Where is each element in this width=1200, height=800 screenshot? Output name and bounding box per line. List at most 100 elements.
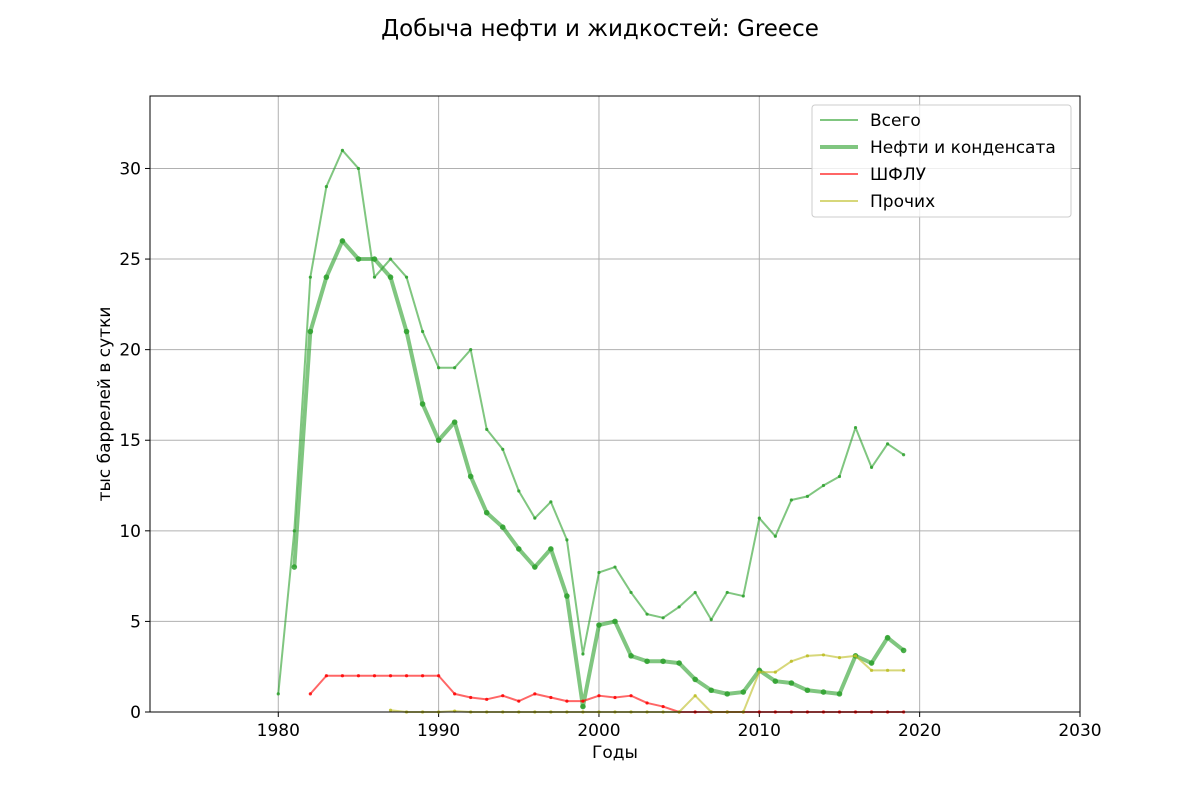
x-tick-label: 1990 xyxy=(417,721,460,741)
series-3-point xyxy=(549,695,553,700)
series-3-point xyxy=(597,694,601,698)
series-2-point xyxy=(435,437,442,444)
series-2-point xyxy=(676,660,682,666)
series-3-line xyxy=(309,674,904,713)
series-1-point xyxy=(533,516,537,520)
series-3-point xyxy=(645,701,649,705)
series-4-point xyxy=(805,654,810,658)
series-1-point xyxy=(853,425,858,430)
series-2-point xyxy=(900,647,907,654)
y-tick-label: 25 xyxy=(119,250,141,270)
series-1-point xyxy=(805,494,810,498)
series-1-point xyxy=(340,148,345,152)
series-1-point xyxy=(677,605,681,609)
series-1-point xyxy=(629,590,633,595)
series-2-point xyxy=(532,564,538,570)
series-1-point xyxy=(549,500,553,504)
series-1-point xyxy=(869,465,874,470)
y-axis-ticks: 0 5 10 15 20 25 30 xyxy=(119,159,150,723)
series-3-point xyxy=(613,695,617,700)
series-3-point xyxy=(661,704,665,709)
series-2-point xyxy=(612,618,618,625)
y-axis-label: тыс баррелей в сутки xyxy=(95,307,115,502)
series-2-point xyxy=(884,634,891,641)
series-3-point xyxy=(629,694,633,698)
series-2-point xyxy=(515,546,522,552)
series-2-point xyxy=(692,676,698,683)
series-2-point xyxy=(403,328,410,335)
series-3-point xyxy=(565,699,569,703)
series-4-point xyxy=(821,653,826,657)
series-1-point xyxy=(356,166,361,171)
series-2-point xyxy=(660,658,666,665)
series-3-point xyxy=(388,674,393,678)
series-4-point xyxy=(773,670,777,674)
series-2-point xyxy=(371,256,378,262)
y-tick-label: 5 xyxy=(130,612,141,632)
y-tick-label: 30 xyxy=(119,159,141,179)
series-2-point xyxy=(419,401,426,407)
series-1-point xyxy=(453,366,457,370)
series-1-point xyxy=(324,184,328,189)
series-1-point xyxy=(565,538,569,542)
series-1-point xyxy=(404,275,409,279)
series-1-point xyxy=(645,612,649,616)
series-4-point xyxy=(757,670,761,674)
chart-title: Добыча нефти и жидкостей: Greece xyxy=(381,16,819,42)
series-1-point xyxy=(276,692,280,696)
legend-label-series-1: Всего xyxy=(870,111,921,131)
series-3-point xyxy=(340,674,345,678)
series-4-point xyxy=(837,656,842,660)
series-3-point xyxy=(533,692,537,696)
series-3-point xyxy=(485,697,489,701)
series-2-point xyxy=(836,691,843,697)
series-2-point xyxy=(596,622,602,628)
legend: Всего Нефти и конденсата ШФЛУ Прочих xyxy=(811,104,1072,218)
series-3-point xyxy=(501,694,505,698)
legend-label-series-2: Нефти и конденсата xyxy=(870,138,1056,158)
series-1-point xyxy=(741,594,745,598)
series-1-point xyxy=(837,474,842,479)
series-group xyxy=(276,148,907,714)
series-1-point xyxy=(308,275,312,279)
series-1-point xyxy=(613,565,617,569)
series-2-point xyxy=(724,691,731,697)
series-2-point xyxy=(291,564,298,570)
series-1-point xyxy=(501,447,505,451)
series-2-point xyxy=(467,473,474,480)
x-tick-label: 2000 xyxy=(577,721,620,741)
series-2-point xyxy=(868,660,875,666)
series-3-point xyxy=(372,674,377,678)
series-3-point xyxy=(581,699,585,703)
series-1-point xyxy=(469,348,473,352)
x-axis-label: Годы xyxy=(592,743,638,763)
series-4-point xyxy=(853,654,858,658)
series-1-point xyxy=(757,516,761,520)
series-2-point xyxy=(804,687,811,694)
series-1-point xyxy=(388,257,393,261)
series-2-point xyxy=(644,658,650,665)
series-1-point xyxy=(885,442,890,446)
x-tick-label: 2030 xyxy=(1058,721,1101,741)
y-tick-label: 20 xyxy=(119,341,141,361)
series-2-point xyxy=(820,689,827,695)
series-3 xyxy=(308,674,906,714)
series-2-point xyxy=(483,509,490,516)
series-1-point xyxy=(725,590,729,595)
series-3-point xyxy=(308,692,312,696)
series-2-point xyxy=(740,689,747,695)
legend-label-series-3: ШФЛУ xyxy=(870,165,927,185)
series-2-point xyxy=(323,274,330,280)
series-1-point xyxy=(485,427,489,431)
series-1-line xyxy=(277,149,905,694)
series-4-point xyxy=(885,668,890,672)
series-1-point xyxy=(821,483,826,488)
series-3-point xyxy=(517,699,521,703)
series-3-point xyxy=(356,674,361,678)
series-3-point xyxy=(420,674,425,678)
series-2 xyxy=(291,238,907,710)
series-2-point xyxy=(580,703,586,710)
legend-label-series-4: Прочих xyxy=(870,192,935,212)
series-2-point xyxy=(708,687,715,694)
